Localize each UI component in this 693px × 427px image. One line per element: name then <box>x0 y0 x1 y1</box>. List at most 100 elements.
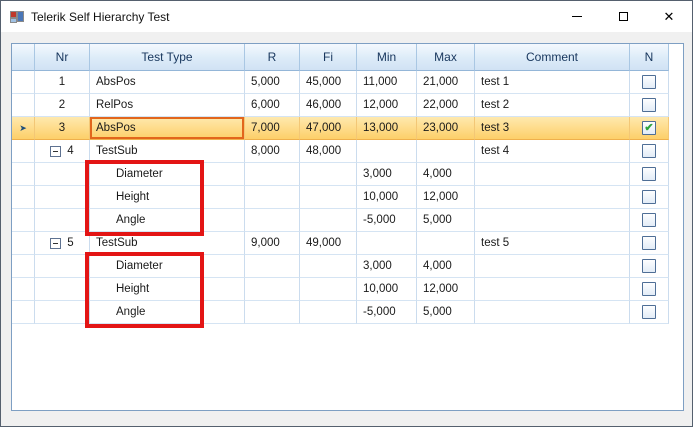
cell-checkbox[interactable] <box>630 140 669 163</box>
cell-max[interactable]: 4,000 <box>417 255 475 278</box>
table-row[interactable]: ➤ 3 AbsPos 7,000 47,000 13,000 23,000 test 3 ✔ <box>12 117 669 140</box>
cell-nr[interactable]: 3 <box>35 117 90 140</box>
cell-fi[interactable]: 48,000 <box>300 140 357 163</box>
cell-min[interactable]: -5,000 <box>357 209 417 232</box>
cell-min[interactable]: -5,000 <box>357 301 417 324</box>
cell-min[interactable]: 3,000 <box>357 163 417 186</box>
cell-nr[interactable] <box>35 209 90 232</box>
cell-test-type[interactable]: Angle <box>90 301 245 324</box>
checkbox-icon[interactable] <box>642 282 656 296</box>
cell-fi[interactable] <box>300 186 357 209</box>
cell-r[interactable] <box>245 301 300 324</box>
cell-comment[interactable] <box>475 163 630 186</box>
table-row[interactable]: Diameter 3,000 4,000 <box>12 163 669 186</box>
cell-max[interactable]: 23,000 <box>417 117 475 140</box>
cell-test-type[interactable]: AbsPos <box>90 117 245 140</box>
checkbox-icon[interactable] <box>642 259 656 273</box>
cell-fi[interactable]: 47,000 <box>300 117 357 140</box>
cell-max[interactable]: 22,000 <box>417 94 475 117</box>
cell-checkbox[interactable] <box>630 209 669 232</box>
cell-min[interactable]: 10,000 <box>357 278 417 301</box>
cell-test-type[interactable]: Height <box>90 186 245 209</box>
cell-checkbox[interactable] <box>630 278 669 301</box>
cell-checkbox[interactable] <box>630 71 669 94</box>
cell-min[interactable]: 12,000 <box>357 94 417 117</box>
column-header-type[interactable]: Test Type <box>90 44 245 71</box>
minimize-button[interactable] <box>554 1 600 32</box>
cell-comment[interactable]: test 5 <box>475 232 630 255</box>
cell-r[interactable]: 7,000 <box>245 117 300 140</box>
cell-fi[interactable]: 49,000 <box>300 232 357 255</box>
collapse-expander-icon[interactable] <box>50 237 62 249</box>
cell-r[interactable] <box>245 163 300 186</box>
cell-fi[interactable] <box>300 301 357 324</box>
cell-test-type[interactable]: AbsPos <box>90 71 245 94</box>
cell-comment[interactable]: test 1 <box>475 71 630 94</box>
cell-min[interactable] <box>357 232 417 255</box>
cell-checkbox[interactable] <box>630 186 669 209</box>
cell-r[interactable] <box>245 186 300 209</box>
column-header-min[interactable]: Min <box>357 44 417 71</box>
cell-comment[interactable] <box>475 255 630 278</box>
cell-r[interactable]: 6,000 <box>245 94 300 117</box>
cell-test-type[interactable]: RelPos <box>90 94 245 117</box>
cell-max[interactable]: 12,000 <box>417 186 475 209</box>
checkbox-icon[interactable] <box>642 213 656 227</box>
cell-nr[interactable] <box>35 163 90 186</box>
cell-nr[interactable] <box>35 278 90 301</box>
cell-fi[interactable]: 46,000 <box>300 94 357 117</box>
column-header-r[interactable]: R <box>245 44 300 71</box>
cell-min[interactable]: 10,000 <box>357 186 417 209</box>
cell-test-type[interactable]: Diameter <box>90 163 245 186</box>
cell-max[interactable]: 21,000 <box>417 71 475 94</box>
table-row[interactable]: 4 TestSub 8,000 48,000 test 4 <box>12 140 669 163</box>
cell-max[interactable]: 4,000 <box>417 163 475 186</box>
cell-max[interactable]: 5,000 <box>417 301 475 324</box>
cell-nr[interactable] <box>35 255 90 278</box>
column-header-n[interactable]: N <box>630 44 669 71</box>
cell-comment[interactable] <box>475 278 630 301</box>
column-header-fi[interactable]: Fi <box>300 44 357 71</box>
table-row[interactable]: 1 AbsPos 5,000 45,000 11,000 21,000 test 1 <box>12 71 669 94</box>
cell-test-type[interactable]: TestSub <box>90 232 245 255</box>
cell-checkbox[interactable] <box>630 255 669 278</box>
cell-max[interactable] <box>417 140 475 163</box>
cell-comment[interactable] <box>475 186 630 209</box>
close-button[interactable]: ✕ <box>646 1 692 32</box>
table-row[interactable]: Height 10,000 12,000 <box>12 278 669 301</box>
cell-nr[interactable] <box>35 186 90 209</box>
column-header-comment[interactable]: Comment <box>475 44 630 71</box>
cell-r[interactable]: 8,000 <box>245 140 300 163</box>
table-row[interactable]: Angle -5,000 5,000 <box>12 301 669 324</box>
cell-r[interactable]: 9,000 <box>245 232 300 255</box>
cell-comment[interactable]: test 3 <box>475 117 630 140</box>
cell-max[interactable]: 12,000 <box>417 278 475 301</box>
cell-max[interactable]: 5,000 <box>417 209 475 232</box>
cell-r[interactable] <box>245 209 300 232</box>
checkbox-icon[interactable] <box>642 167 656 181</box>
cell-r[interactable] <box>245 255 300 278</box>
cell-nr[interactable]: 1 <box>35 71 90 94</box>
checkbox-icon[interactable] <box>642 144 656 158</box>
table-row[interactable]: Height 10,000 12,000 <box>12 186 669 209</box>
checkbox-checked-icon[interactable]: ✔ <box>642 121 656 135</box>
checkbox-icon[interactable] <box>642 75 656 89</box>
table-row[interactable]: 2 RelPos 6,000 46,000 12,000 22,000 test 2 <box>12 94 669 117</box>
cell-fi[interactable] <box>300 163 357 186</box>
column-header-nr[interactable]: Nr <box>35 44 90 71</box>
column-header-max[interactable]: Max <box>417 44 475 71</box>
cell-nr[interactable]: 2 <box>35 94 90 117</box>
cell-fi[interactable]: 45,000 <box>300 71 357 94</box>
cell-checkbox[interactable] <box>630 94 669 117</box>
checkbox-icon[interactable] <box>642 98 656 112</box>
cell-comment[interactable] <box>475 209 630 232</box>
cell-checkbox[interactable] <box>630 163 669 186</box>
cell-min[interactable]: 3,000 <box>357 255 417 278</box>
cell-max[interactable] <box>417 232 475 255</box>
cell-nr[interactable]: 5 <box>35 232 90 255</box>
cell-checkbox[interactable] <box>630 232 669 255</box>
collapse-expander-icon[interactable] <box>50 145 62 157</box>
cell-test-type[interactable]: Angle <box>90 209 245 232</box>
cell-test-type[interactable]: Diameter <box>90 255 245 278</box>
cell-nr[interactable] <box>35 301 90 324</box>
